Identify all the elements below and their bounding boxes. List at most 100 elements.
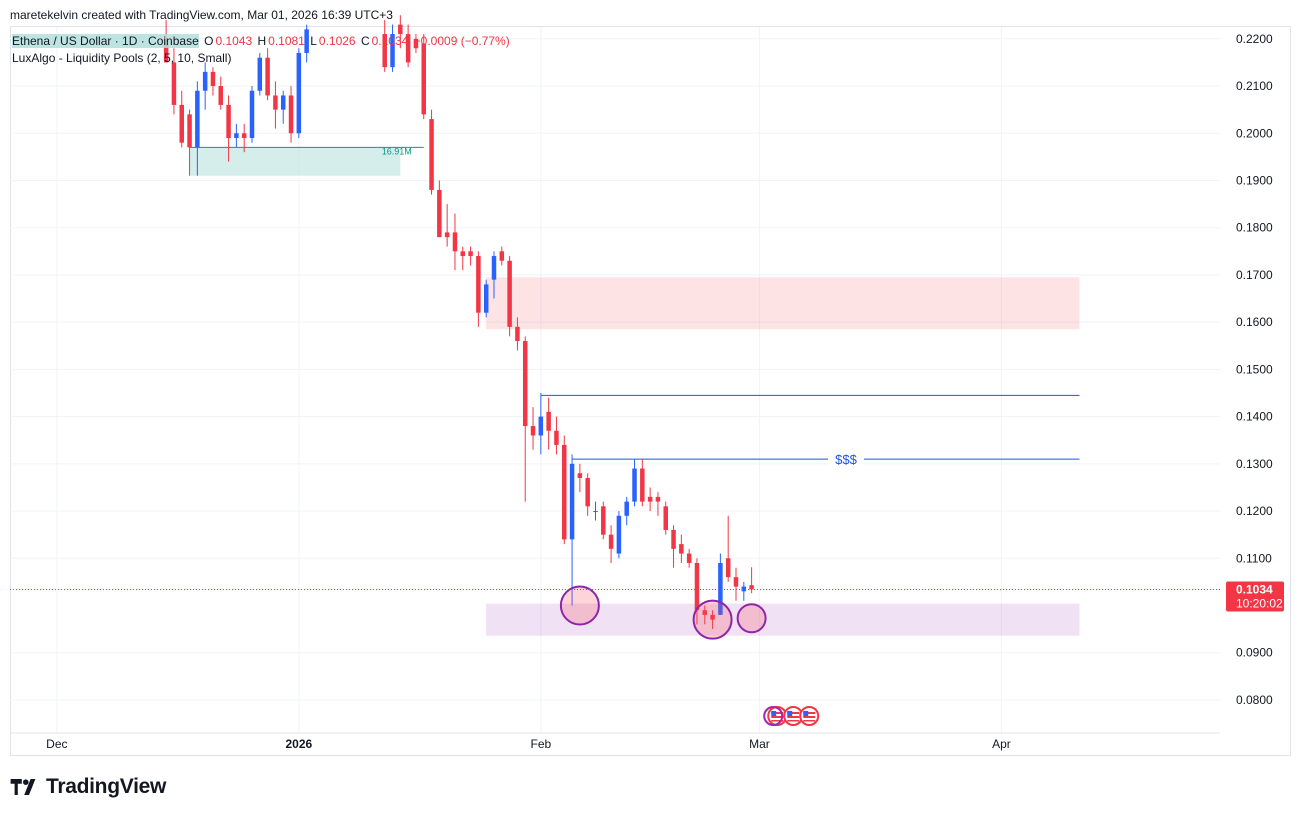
candle-body	[382, 34, 387, 68]
candle-body	[429, 119, 434, 190]
candle-body	[273, 95, 278, 110]
y-tick-label: 0.1300	[1236, 457, 1273, 471]
candle-body	[530, 426, 536, 436]
candle-body	[554, 430, 559, 445]
liquidity-volume-label: 16.91M	[382, 146, 412, 156]
dollar-label: $$$	[835, 452, 857, 467]
candle-body	[265, 57, 270, 96]
candle-body	[749, 585, 754, 590]
chart-frame[interactable]	[10, 26, 1291, 756]
event-ring	[763, 706, 784, 726]
candle-body	[733, 577, 739, 587]
candle-body	[522, 341, 528, 427]
y-tick-label: 0.1700	[1236, 268, 1273, 282]
legend-open-label: O	[204, 34, 214, 48]
candle-body	[702, 610, 708, 615]
legend-indicator[interactable]: LuxAlgo - Liquidity Pools (2, 5, 10, Sma…	[12, 51, 232, 65]
legend-low-label: L	[310, 34, 317, 48]
candle-body	[499, 251, 505, 261]
flag-stripe	[787, 716, 800, 718]
candle-body	[241, 133, 247, 138]
candle-body	[452, 232, 458, 252]
flag-stripe	[787, 712, 800, 714]
candle-body	[179, 104, 184, 143]
flag-stripe	[787, 720, 800, 722]
candle-body	[640, 468, 645, 502]
flag-stripe	[803, 720, 816, 722]
y-tick-label: 0.1600	[1236, 315, 1273, 329]
candle-body	[616, 515, 622, 554]
candle-body	[741, 586, 747, 592]
candle-body	[491, 256, 497, 280]
tradingview-logo: TradingView	[10, 775, 166, 799]
legend-close: 0.1034	[371, 34, 409, 48]
y-tick-label: 0.0900	[1236, 646, 1273, 660]
tradingview-logo-icon	[10, 779, 36, 795]
candle-body	[210, 71, 216, 87]
candle-body	[546, 411, 551, 431]
chart-credit: maretekelvin created with TradingView.co…	[10, 8, 393, 22]
liquidity-sweep-circle	[692, 599, 733, 640]
x-tick-label: Feb	[530, 737, 551, 751]
demand-zone	[486, 603, 1080, 636]
candle-body	[476, 256, 481, 313]
candle-body	[421, 43, 426, 115]
candle-body	[608, 534, 614, 549]
y-tick-label: 0.1400	[1236, 410, 1273, 424]
candle-body	[398, 24, 403, 35]
candle-body	[694, 562, 700, 611]
y-tick-label: 0.0800	[1236, 693, 1273, 707]
flag-stripe	[771, 720, 784, 722]
liquidity-zone-top	[189, 147, 401, 176]
candle-body	[280, 95, 286, 110]
candle-body	[725, 558, 731, 578]
candle-body	[671, 529, 676, 549]
flag-stripe	[803, 716, 816, 718]
candle-body	[304, 29, 309, 53]
candle-body	[468, 251, 473, 257]
y-tick-label: 0.1100	[1236, 551, 1272, 565]
legend-high: 0.1081	[268, 34, 305, 48]
candle-body	[483, 284, 489, 313]
candle-body	[187, 114, 192, 148]
candle-body	[632, 468, 637, 502]
legend-open: 0.1043	[215, 34, 253, 48]
candle-body	[288, 95, 294, 134]
liquidity-sweep-circle	[736, 603, 767, 634]
flag-canton	[803, 711, 809, 716]
dollar-label-bg	[828, 452, 864, 467]
flag-stripe	[771, 712, 784, 714]
candle-body	[679, 544, 684, 554]
x-tick-label: 2026	[285, 737, 312, 751]
flag-stripe	[771, 716, 784, 718]
candle-body	[538, 416, 544, 436]
candle-body	[171, 62, 177, 105]
candle-body	[413, 38, 419, 49]
last-price-label: 0.1034	[1236, 582, 1273, 596]
candle-body	[593, 511, 598, 513]
candle-body	[624, 501, 629, 516]
candle-body	[577, 473, 583, 478]
candle-body	[234, 133, 239, 138]
countdown-label: 10:20:02	[1236, 596, 1283, 610]
candle-body	[296, 52, 302, 134]
legend-close-label: C	[360, 34, 370, 48]
candle-body	[163, 38, 169, 63]
candle-body	[390, 34, 395, 68]
x-tick-label: Apr	[992, 737, 1011, 751]
legend-low: 0.1026	[318, 34, 356, 48]
last-price-badge	[1226, 581, 1284, 612]
candle-body	[515, 326, 520, 342]
y-tick-label: 0.1800	[1236, 221, 1273, 235]
chart-legend: Ethena / US Dollar · 1D · Coinbase O 0.10…	[12, 33, 512, 67]
y-tick-label: 0.1900	[1236, 173, 1273, 187]
legend-symbol[interactable]: Ethena / US Dollar · 1D · Coinbase	[12, 34, 199, 48]
x-tick-label: Dec	[46, 737, 67, 751]
candle-body	[249, 90, 255, 138]
candle-body	[507, 260, 512, 327]
candle-body	[460, 251, 466, 257]
candle-body	[686, 553, 692, 563]
liquidity-sweep-circle	[559, 585, 600, 626]
tradingview-brand: TradingView	[46, 775, 167, 798]
